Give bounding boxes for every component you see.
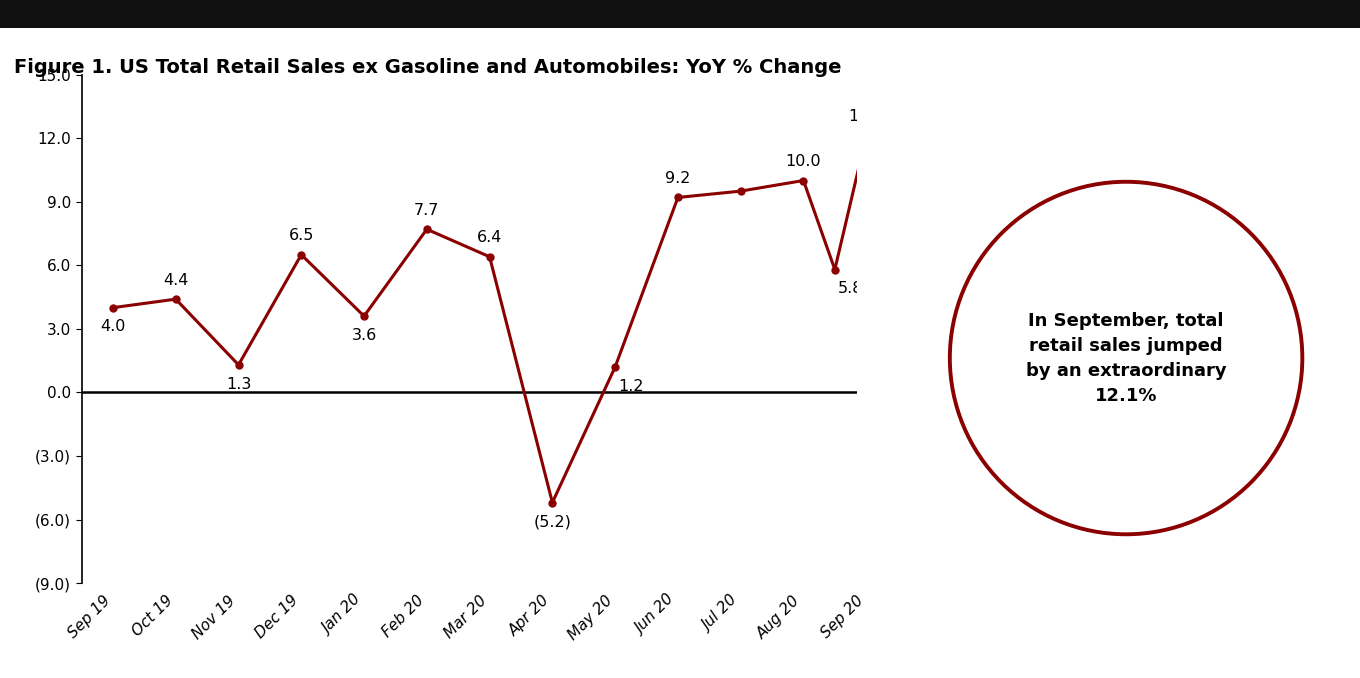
Text: (5.2): (5.2)	[533, 514, 571, 530]
Text: 6.4: 6.4	[477, 230, 502, 245]
Text: 7.7: 7.7	[415, 203, 439, 218]
Text: 4.0: 4.0	[101, 319, 125, 334]
Text: 3.6: 3.6	[351, 327, 377, 343]
Text: 4.4: 4.4	[163, 273, 189, 287]
Text: 6.5: 6.5	[288, 228, 314, 243]
Text: In September, total
retail sales jumped
by an extraordinary
12.1%: In September, total retail sales jumped …	[1025, 311, 1227, 405]
Text: 10.0: 10.0	[786, 154, 821, 169]
Text: 5.8: 5.8	[838, 281, 864, 296]
Text: 9.2: 9.2	[665, 171, 691, 186]
Text: 1.3: 1.3	[226, 376, 252, 391]
Text: Figure 1. US Total Retail Sales ex Gasoline and Automobiles: YoY % Change: Figure 1. US Total Retail Sales ex Gasol…	[14, 58, 840, 77]
Text: 1.2: 1.2	[617, 378, 643, 394]
Text: 12.1: 12.1	[849, 109, 884, 124]
